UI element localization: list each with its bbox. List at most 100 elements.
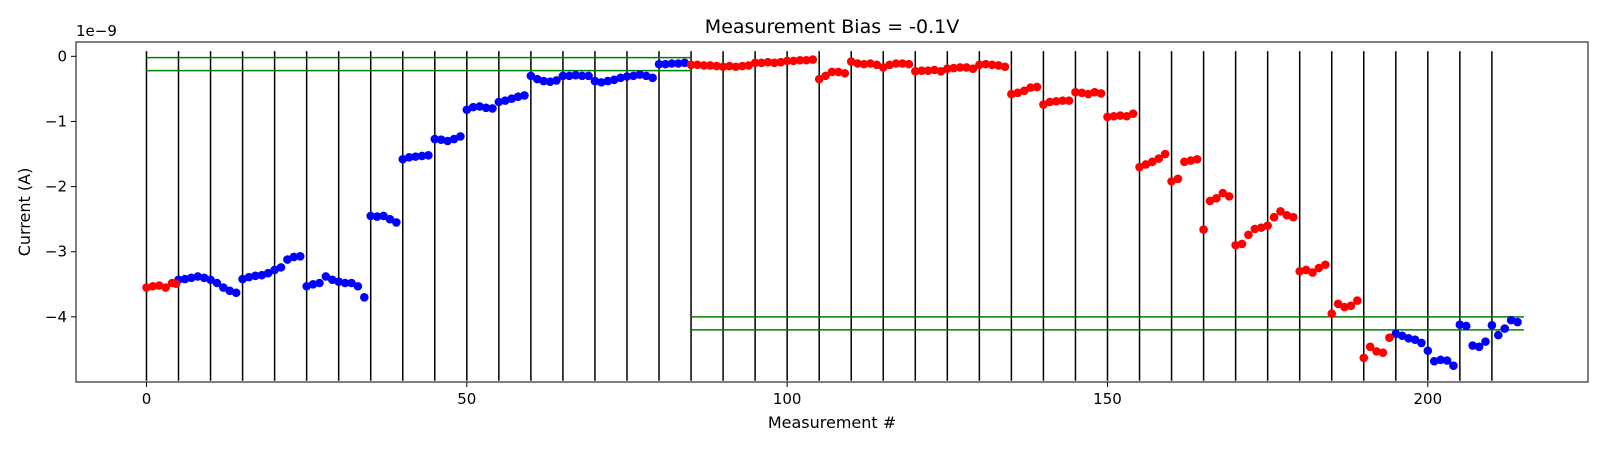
data-point (1192, 154, 1202, 164)
data-point (321, 272, 331, 281)
data-point (494, 97, 504, 107)
data-point (1340, 302, 1349, 312)
data-point (577, 71, 587, 81)
data-point (244, 272, 254, 282)
data-point (1263, 221, 1272, 230)
data-point (955, 63, 965, 72)
data-point (1359, 353, 1369, 363)
data-point (385, 214, 395, 224)
data-point (1231, 240, 1240, 250)
data-point (360, 293, 369, 302)
data-point (1276, 207, 1285, 216)
data-point (750, 58, 760, 68)
data-point (1250, 224, 1260, 234)
data-point (334, 277, 343, 286)
data-point (923, 66, 933, 75)
data-point (1500, 324, 1510, 333)
data-point (263, 268, 273, 278)
data-point (1186, 156, 1196, 165)
data-point (590, 76, 600, 86)
data-point (898, 59, 907, 68)
data-point (1333, 299, 1343, 309)
data-point (1007, 89, 1016, 99)
data-point (468, 102, 478, 112)
y-axis: 0 −1 −2 −3 −4 (45, 47, 76, 326)
data-point (180, 274, 190, 284)
data-point (853, 59, 862, 68)
data-point (1474, 342, 1484, 352)
data-point (1019, 86, 1029, 96)
data-point (206, 275, 215, 285)
data-point (526, 71, 536, 81)
data-point (1417, 338, 1426, 348)
data-point (353, 281, 363, 291)
data-point (1442, 356, 1452, 365)
data-point (1212, 194, 1221, 203)
data-point (558, 71, 568, 81)
data-point (1058, 96, 1067, 105)
x-tick-label: 150 (1093, 390, 1122, 408)
data-point (686, 60, 696, 70)
data-point (1404, 334, 1413, 343)
data-point (1000, 62, 1010, 72)
y-tick-label: −3 (45, 243, 67, 261)
data-point (571, 70, 581, 80)
data-point (718, 62, 728, 72)
x-tick-label: 200 (1414, 390, 1443, 408)
data-point (859, 59, 869, 69)
data-point (904, 59, 914, 69)
data-point (392, 218, 401, 227)
data-point (315, 278, 324, 288)
x-axis: 0 50 100 150 200 (142, 382, 1442, 408)
data-point (1109, 111, 1119, 121)
data-point (1327, 309, 1337, 318)
data-point (251, 271, 260, 281)
data-point (975, 60, 984, 70)
data-point (654, 59, 664, 69)
data-point (295, 251, 305, 261)
data-point (1429, 356, 1439, 366)
data-point (622, 72, 632, 81)
data-point (1077, 88, 1087, 98)
data-point (308, 279, 318, 289)
y-tick-label: −2 (45, 178, 67, 196)
data-point (891, 59, 901, 68)
data-point (1346, 301, 1356, 311)
data-point (795, 55, 805, 65)
data-point (763, 57, 773, 67)
data-point (770, 58, 779, 68)
data-point (648, 73, 657, 83)
data-point (987, 60, 997, 70)
data-point (424, 151, 433, 160)
data-point (917, 66, 926, 75)
plot-area (142, 51, 1524, 381)
data-point (1481, 337, 1490, 346)
data-point (699, 61, 709, 70)
data-point (545, 77, 555, 87)
data-point (1385, 333, 1394, 343)
data-point (1321, 260, 1330, 270)
data-point (1461, 321, 1471, 331)
data-point (347, 278, 356, 288)
data-point (379, 211, 388, 221)
data-point (1269, 212, 1279, 222)
data-point (584, 71, 593, 81)
data-point (148, 281, 158, 291)
data-point (1494, 330, 1503, 340)
data-point (1032, 82, 1042, 92)
data-point (488, 104, 497, 113)
data-point (629, 71, 638, 81)
data-point (456, 132, 465, 141)
data-point (513, 92, 523, 102)
data-point (1051, 96, 1061, 106)
data-point (1308, 268, 1317, 277)
data-point (802, 55, 811, 65)
data-point (667, 59, 677, 68)
data-point (1372, 347, 1381, 356)
data-point (1173, 174, 1183, 184)
data-point (994, 61, 1003, 70)
data-point (1116, 111, 1125, 120)
data-point (404, 152, 414, 162)
data-point (910, 67, 920, 76)
data-point (949, 63, 959, 73)
